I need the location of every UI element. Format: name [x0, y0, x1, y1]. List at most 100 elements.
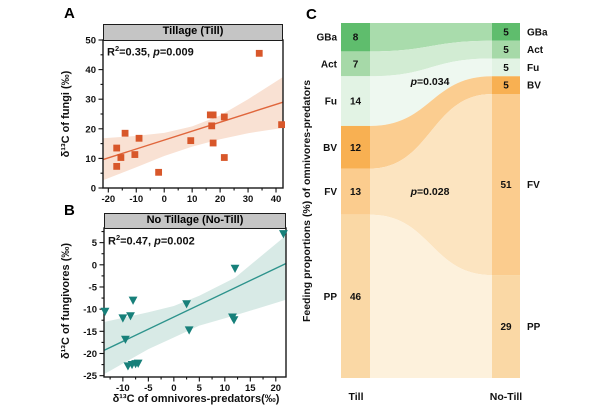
right-node-bv: [492, 76, 520, 94]
x-tick-label: 0: [171, 383, 176, 394]
data-point-triangle: [100, 307, 110, 316]
left-node-value: 12: [350, 143, 362, 154]
right-node-act: [492, 40, 520, 59]
panel-c-letter: C: [306, 6, 317, 23]
y-tick-label: -25: [83, 371, 97, 382]
panel-b-x-axis-label: δ¹³C of omnivores-predators(‰): [112, 393, 280, 405]
x-tick-label: -10: [129, 194, 143, 205]
confidence-band: [104, 235, 286, 375]
regression-line: [103, 262, 287, 352]
x-tick-label: 15: [245, 383, 256, 394]
y-tick-label: 30: [85, 95, 96, 106]
data-point-square: [208, 122, 216, 130]
panel-b-stats-text: R2=0.47, p=0.002: [108, 233, 195, 248]
left-node-value: 13: [350, 187, 362, 198]
y-tick-label: 5: [92, 238, 98, 249]
y-tick-label: 0: [92, 260, 97, 271]
data-point-square: [220, 154, 228, 161]
left-node-fu: [341, 76, 370, 126]
y-tick-label: 0: [91, 184, 96, 195]
y-tick-label: 20: [85, 124, 96, 135]
left-node-value: 14: [350, 97, 362, 108]
x-tick-label: 5: [197, 383, 203, 394]
x-tick-label: -20: [101, 194, 115, 205]
panel-c-pvalue-upper: p=0.034: [410, 76, 450, 88]
left-category-label: Act: [321, 59, 338, 70]
flow-band-fv: [370, 94, 492, 276]
left-category-label: PP: [324, 292, 338, 303]
x-tick-label: 10: [187, 194, 198, 205]
panel-c-left-column-title: Till: [348, 391, 364, 403]
x-tick-label: -10: [116, 383, 130, 394]
data-point-square: [155, 168, 163, 176]
panel-a-scatter-plot: -20 -10 0 10 20 30 40 0 10 20 30 40 50: [85, 36, 286, 205]
data-point-square: [278, 121, 286, 129]
left-node-value: 8: [353, 33, 359, 44]
panel-a-title-bar: Tillage (Till): [103, 24, 283, 41]
regression-line: [102, 101, 284, 161]
panel-b-title-bar: No Tillage (No-Till): [104, 213, 286, 229]
flow-band-act: [370, 40, 492, 77]
right-category-label: BV: [527, 81, 541, 92]
left-node-fv: [341, 168, 370, 215]
right-node-value: 5: [503, 45, 509, 56]
y-tick-label: -20: [83, 349, 97, 360]
right-category-label: Fu: [527, 63, 539, 74]
left-category-label: GBa: [316, 33, 337, 44]
flow-band-gba: [370, 23, 492, 52]
panel-b-letter: B: [64, 202, 75, 219]
x-tick-label: 40: [271, 194, 282, 205]
data-point-square: [187, 137, 195, 145]
right-category-label: PP: [527, 322, 541, 333]
panel-c-pvalue-lower: p=0.028: [410, 186, 450, 198]
right-category-label: GBa: [527, 27, 548, 38]
data-point-square: [121, 129, 129, 137]
right-node-gba: [492, 23, 520, 41]
right-category-label: Act: [527, 45, 544, 56]
data-point-square: [209, 139, 217, 147]
panel-b-y-axis-label: δ¹³C of fungivores (‰): [60, 242, 72, 360]
right-node-value: 5: [503, 63, 509, 74]
right-node-value: 5: [503, 27, 509, 38]
data-point-square: [113, 162, 121, 170]
right-node-fv: [492, 94, 520, 276]
right-node-value: 51: [500, 180, 512, 191]
data-point-triangle: [128, 296, 138, 305]
panel-a-letter: A: [64, 5, 75, 22]
panel-b-scatter-plot: -10 -5 0 5 10 15 20 -25 -20 -15 -10 -5 0 5: [83, 227, 288, 394]
data-point-triangle: [230, 264, 240, 273]
data-point-square: [255, 49, 263, 57]
left-node-bv: [341, 125, 370, 169]
panel-c-right-column-title: No-Till: [489, 391, 523, 403]
x-tick-label: 10: [220, 383, 231, 394]
y-tick-label: 10: [85, 154, 96, 165]
data-point-square: [113, 144, 121, 152]
x-tick-label: -5: [144, 383, 153, 394]
left-node-gba: [341, 23, 370, 52]
data-point-square: [135, 134, 143, 142]
confidence-band: [103, 77, 283, 181]
data-point-triangle: [229, 316, 239, 325]
y-tick-label: -5: [89, 282, 98, 293]
data-point-triangle: [279, 230, 288, 239]
flow-band-bv: [370, 76, 492, 169]
y-tick-label: 50: [85, 36, 96, 47]
flow-band-fu: [370, 58, 492, 126]
panel-c-y-axis-label: Feeding proportions (%) of omnivores-pre…: [301, 79, 313, 323]
x-tick-label: 0: [162, 194, 167, 205]
left-node-value: 7: [353, 59, 359, 70]
data-point-triangle: [184, 326, 194, 335]
left-node-pp: [341, 214, 370, 378]
right-node-pp: [492, 275, 520, 378]
data-point-square: [131, 151, 139, 158]
panel-a-stats-text: R2=0.35, p=0.009: [107, 44, 194, 59]
left-node-act: [341, 51, 370, 77]
data-point-triangle: [182, 300, 191, 309]
data-point-square: [209, 111, 217, 119]
left-category-label: BV: [323, 143, 337, 154]
left-node-value: 46: [350, 292, 362, 303]
data-point-triangle: [126, 312, 135, 321]
y-tick-label: -15: [83, 327, 97, 338]
data-point-square: [117, 154, 125, 161]
